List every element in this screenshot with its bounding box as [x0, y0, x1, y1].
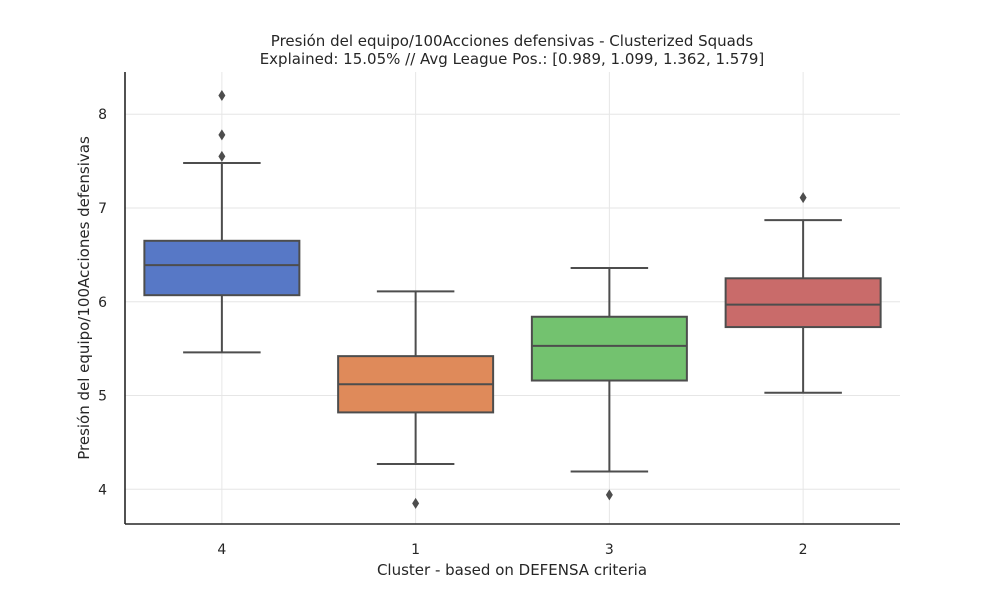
- chart-title: Presión del equipo/100Acciones defensiva…: [271, 32, 754, 50]
- chart-subtitle: Explained: 15.05% // Avg League Pos.: [0…: [260, 50, 765, 68]
- outlier-point: [412, 497, 420, 509]
- y-tick-label: 5: [98, 389, 107, 405]
- x-tick-label: 1: [411, 542, 420, 558]
- tick-layer: 4 5 6 7 8 4 1 3 2: [98, 107, 808, 558]
- y-tick-label: 8: [98, 107, 107, 123]
- box-cluster-1: [337, 290, 495, 509]
- iqr-box: [724, 277, 882, 329]
- outlier-point: [799, 192, 807, 204]
- box-cluster-2: [724, 192, 882, 394]
- box-cluster-4: [143, 89, 301, 354]
- iqr-box: [143, 239, 301, 297]
- box-cluster-3: [530, 266, 688, 501]
- x-axis-label: Cluster - based on DEFENSA criteria: [377, 561, 647, 579]
- outlier-point: [605, 489, 613, 501]
- iqr-box: [530, 315, 688, 382]
- outlier-point: [218, 89, 226, 101]
- outlier-point: [218, 129, 226, 141]
- y-tick-label: 7: [98, 201, 107, 217]
- y-tick-label: 6: [98, 295, 107, 311]
- x-tick-label: 4: [217, 542, 226, 558]
- outlier-point: [218, 150, 226, 162]
- y-axis-label: Presión del equipo/100Acciones defensiva…: [75, 136, 93, 460]
- x-tick-label: 2: [799, 542, 808, 558]
- x-tick-label: 3: [605, 542, 614, 558]
- box-layer: [143, 89, 882, 509]
- y-tick-label: 4: [98, 482, 107, 498]
